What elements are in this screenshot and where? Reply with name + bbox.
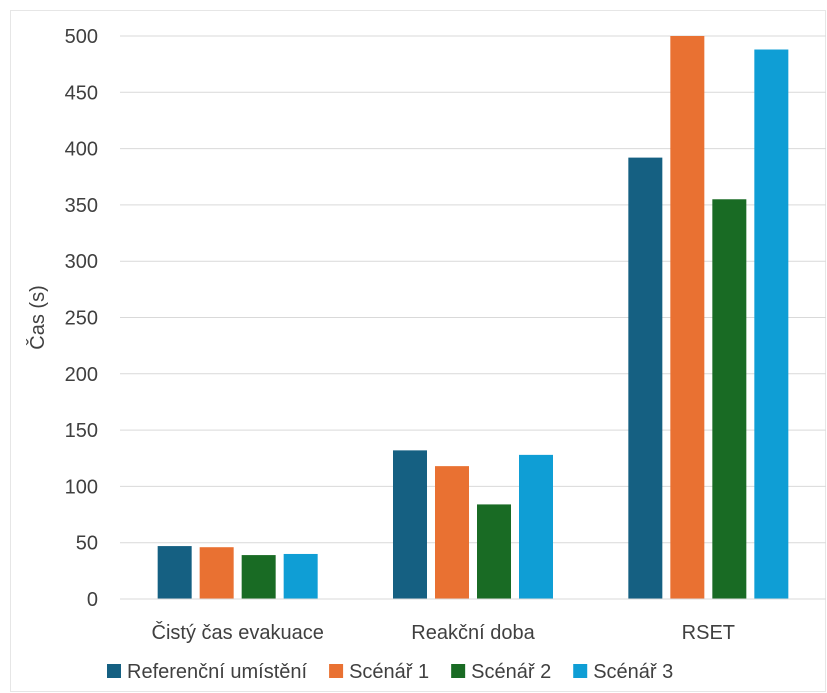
legend: Referenční umístění Scénář 1 Scénář 2 Scéná…: [107, 661, 673, 683]
bar: [157, 546, 192, 599]
y-tick-label: 450: [65, 82, 98, 104]
bar: [712, 199, 747, 599]
x-tick-label: Reakční doba: [411, 622, 535, 644]
y-tick-label: 50: [76, 533, 98, 555]
y-tick-label: 150: [65, 420, 98, 442]
legend-swatch: [451, 664, 466, 678]
x-tick-label: Čistý čas evakuace: [152, 621, 324, 644]
y-axis-ticks: 0 50 100 150 200 250 300 350 400 450 500: [65, 26, 98, 611]
bar: [241, 555, 276, 599]
y-tick-label: 200: [65, 364, 98, 386]
legend-label: Scénář 1: [349, 661, 429, 683]
bar: [670, 36, 705, 599]
legend-swatch: [329, 664, 344, 678]
bar: [754, 49, 789, 599]
bar: [628, 157, 663, 599]
y-tick-label: 250: [65, 308, 98, 330]
x-tick-label: RSET: [682, 622, 735, 644]
legend-swatch: [573, 664, 588, 678]
bar: [283, 553, 318, 599]
legend-label: Scénář 2: [471, 661, 551, 683]
y-tick-label: 100: [65, 476, 98, 498]
legend-label: Scénář 3: [593, 661, 673, 683]
gridlines: [120, 35, 826, 544]
y-tick-label: 350: [65, 195, 98, 217]
y-tick-label: 500: [65, 26, 98, 48]
bars: [157, 36, 789, 599]
bar: [477, 504, 511, 599]
y-tick-label: 0: [87, 589, 98, 611]
y-axis-label: Čas (s): [26, 285, 49, 349]
legend-swatch: [107, 664, 121, 678]
bar: [199, 547, 234, 599]
bar: [435, 466, 469, 599]
bar: [519, 454, 553, 599]
bar: [393, 450, 427, 599]
legend-label: Referenční umístění: [127, 661, 308, 683]
y-tick-label: 400: [65, 139, 98, 161]
y-tick-label: 300: [65, 251, 98, 273]
x-axis-ticks: Čistý čas evakuace Reakční doba RSET: [152, 621, 735, 644]
